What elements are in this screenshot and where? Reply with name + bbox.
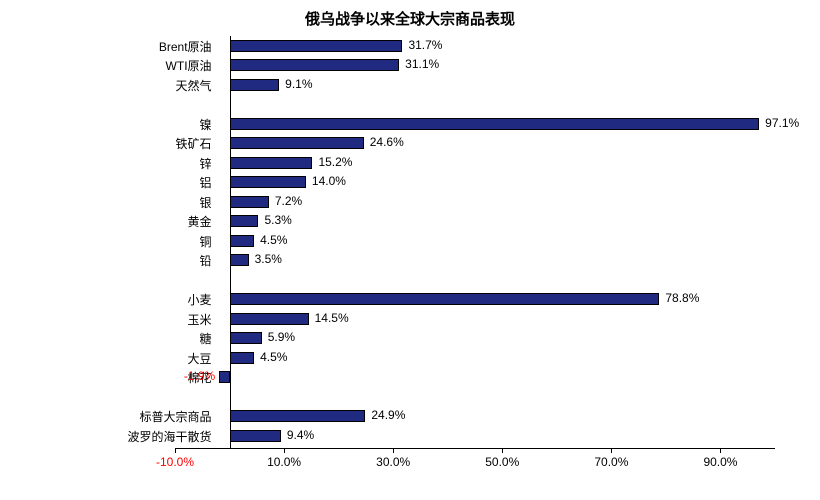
value-label: 24.9%	[371, 409, 405, 421]
x-tick-mark	[284, 448, 285, 453]
value-label: 7.2%	[275, 195, 302, 207]
x-tick-mark	[611, 448, 612, 453]
bar	[230, 40, 403, 52]
bar	[230, 430, 281, 442]
category-label: 铜	[200, 233, 212, 250]
category-label: 黄金	[188, 213, 212, 230]
category-label: WTI原油	[166, 57, 212, 74]
value-label: 5.3%	[264, 214, 291, 226]
value-label: 78.8%	[665, 292, 699, 304]
chart-title: 俄乌战争以来全球大宗商品表现	[0, 8, 820, 29]
plot-area: -10.0%10.0%30.0%50.0%70.0%90.0%Brent原油31…	[175, 36, 775, 464]
bar	[230, 235, 255, 247]
value-label: 9.4%	[287, 429, 314, 441]
bar	[230, 313, 309, 325]
category-label: 玉米	[188, 311, 212, 328]
bar	[230, 332, 262, 344]
x-tick-mark	[720, 448, 721, 453]
value-label: 15.2%	[318, 156, 352, 168]
x-tick-label: -10.0%	[156, 455, 194, 469]
x-tick-label: 30.0%	[376, 455, 410, 469]
x-tick-label: 70.0%	[594, 455, 628, 469]
x-tick-label: 10.0%	[267, 455, 301, 469]
category-label: 糖	[200, 330, 212, 347]
category-label: 锌	[200, 155, 212, 172]
x-tick-label: 90.0%	[703, 455, 737, 469]
bar	[230, 79, 280, 91]
bar	[230, 157, 313, 169]
value-label: 9.1%	[285, 78, 312, 90]
category-label: 大豆	[188, 350, 212, 367]
value-label: 4.5%	[260, 351, 287, 363]
bar	[230, 254, 249, 266]
category-label: 铅	[200, 252, 212, 269]
x-tick-mark	[175, 448, 176, 453]
value-label: -1.9%	[184, 370, 215, 382]
value-label: 31.7%	[408, 39, 442, 51]
category-label: 铁矿石	[176, 135, 212, 152]
category-label: Brent原油	[159, 38, 212, 55]
value-label: 14.0%	[312, 175, 346, 187]
x-tick-mark	[393, 448, 394, 453]
bar	[230, 410, 366, 422]
category-label: 铝	[200, 174, 212, 191]
category-label: 小麦	[188, 291, 212, 308]
value-label: 5.9%	[268, 331, 295, 343]
x-axis-line	[175, 448, 775, 449]
value-label: 3.5%	[255, 253, 282, 265]
category-label: 银	[200, 194, 212, 211]
bar	[230, 196, 269, 208]
category-label: 标普大宗商品	[140, 408, 212, 425]
x-tick-mark	[502, 448, 503, 453]
value-label: 31.1%	[405, 58, 439, 70]
bar	[230, 137, 364, 149]
value-label: 24.6%	[370, 136, 404, 148]
category-label: 波罗的海干散货	[128, 428, 212, 445]
value-label: 14.5%	[315, 312, 349, 324]
bar	[230, 293, 660, 305]
bar	[230, 352, 255, 364]
bar	[219, 371, 229, 383]
x-tick-label: 50.0%	[485, 455, 519, 469]
bar	[230, 118, 760, 130]
commodity-performance-chart: 俄乌战争以来全球大宗商品表现 -10.0%10.0%30.0%50.0%70.0…	[0, 0, 820, 500]
category-label: 天然气	[176, 77, 212, 94]
bar	[230, 59, 400, 71]
category-label: 镍	[200, 116, 212, 133]
value-label: 97.1%	[765, 117, 799, 129]
value-label: 4.5%	[260, 234, 287, 246]
bar	[230, 176, 306, 188]
bar	[230, 215, 259, 227]
